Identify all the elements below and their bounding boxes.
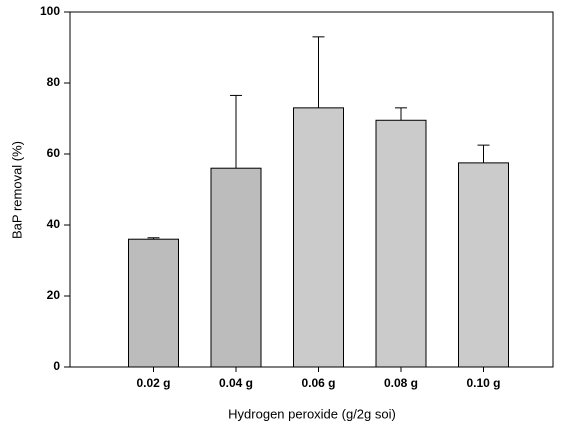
bar (210, 167, 262, 368)
x-tick-label: 0.10 g (466, 376, 500, 390)
y-tick-label: 80 (47, 75, 61, 89)
bar (293, 107, 344, 368)
bar (128, 238, 179, 368)
y-tick-label: 100 (40, 4, 60, 18)
y-tick-label: 40 (47, 217, 61, 231)
bar (375, 119, 427, 368)
x-tick-label: 0.02 g (136, 376, 170, 390)
bar (458, 162, 509, 368)
y-tick-label: 60 (47, 146, 61, 160)
y-axis-label: BaP removal (%) (9, 141, 24, 239)
y-tick-label: 20 (47, 288, 61, 302)
x-tick-label: 0.04 g (219, 376, 253, 390)
y-tick-label: 0 (53, 359, 60, 373)
x-tick-label: 0.06 g (301, 376, 335, 390)
x-tick-label: 0.08 g (384, 376, 418, 390)
x-axis-label: Hydrogen peroxide (g/2g soi) (228, 406, 396, 421)
